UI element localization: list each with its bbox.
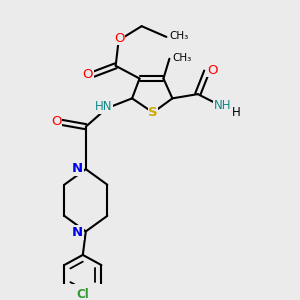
Text: Cl: Cl — [76, 288, 89, 300]
Text: H: H — [232, 106, 241, 119]
Text: NH: NH — [214, 99, 231, 112]
Text: CH₃: CH₃ — [172, 53, 192, 63]
Text: HN: HN — [95, 100, 112, 113]
Text: N: N — [72, 226, 83, 239]
Text: N: N — [72, 162, 83, 175]
Text: O: O — [114, 32, 124, 45]
Text: O: O — [51, 115, 62, 128]
Text: S: S — [148, 106, 158, 119]
Text: O: O — [207, 64, 217, 76]
Text: CH₃: CH₃ — [169, 32, 189, 41]
Text: O: O — [82, 68, 93, 81]
